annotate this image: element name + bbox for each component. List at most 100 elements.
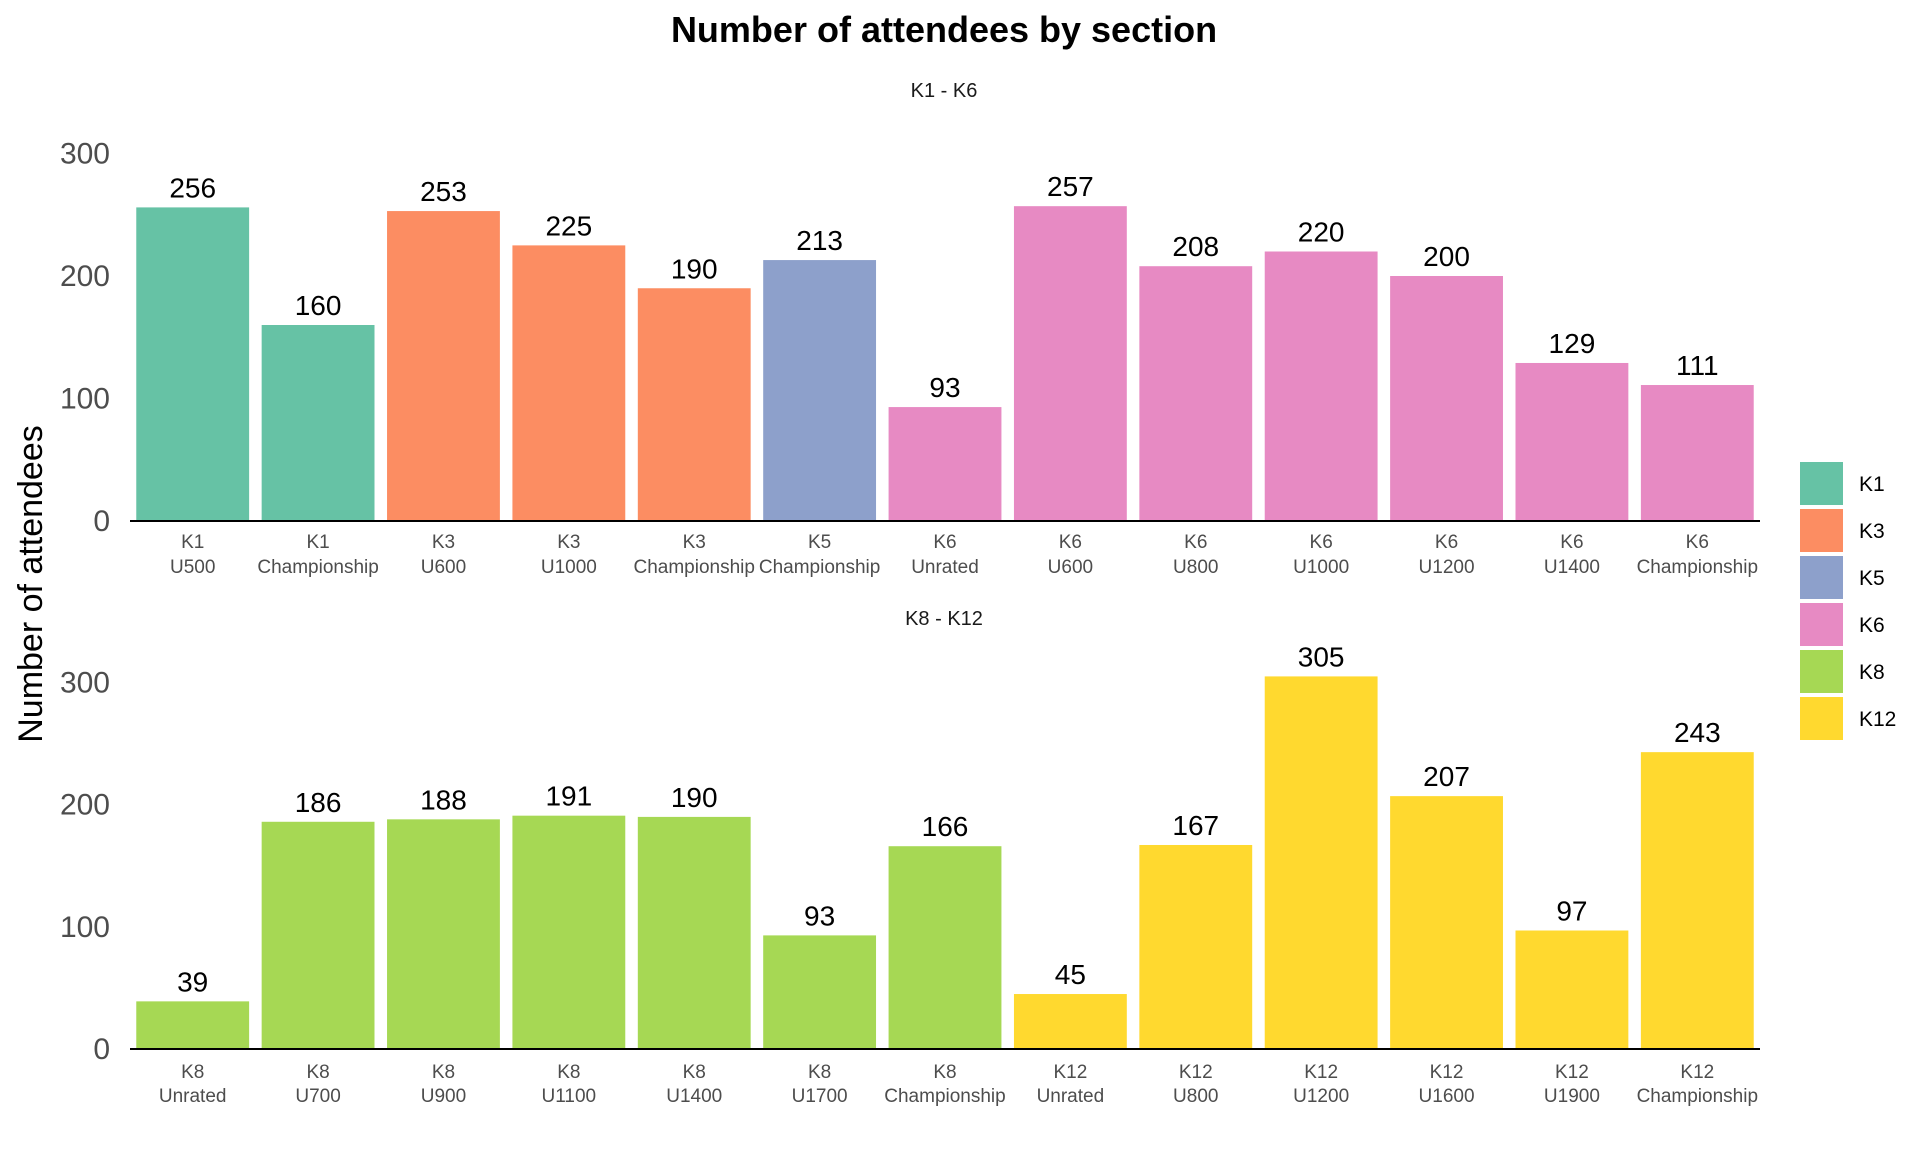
legend-key-k8 [1800, 650, 1843, 693]
legend-key-k5 [1800, 556, 1843, 599]
x-tick-label-section: U600 [1048, 557, 1093, 578]
x-tick-label-section: Championship [257, 557, 378, 578]
bar-k8-u1100 [512, 815, 626, 1049]
x-tick-label-section: Unrated [159, 1086, 227, 1107]
legend-key-k1 [1800, 462, 1843, 505]
x-tick-label-section: U1000 [1293, 557, 1349, 578]
bar-k12-championship [1640, 752, 1754, 1049]
bar-data-label: 208 [1172, 231, 1219, 262]
y-axis-label: Number of attendees [12, 425, 50, 743]
bar-data-label: 93 [804, 900, 835, 931]
x-tick-label-section: U1900 [1544, 1086, 1600, 1107]
bar-k6-u1400 [1515, 362, 1629, 522]
bar-data-label: 93 [929, 372, 960, 403]
bar-data-label: 213 [796, 225, 843, 256]
x-tick-label-grade: K8 [432, 1062, 455, 1083]
x-tick-label-grade: K6 [1686, 532, 1709, 553]
bar-k6-championship [1640, 385, 1754, 521]
x-tick-label-grade: K8 [933, 1062, 956, 1083]
bar-k6-u800 [1139, 266, 1253, 521]
legend-label: K3 [1859, 520, 1885, 543]
x-tick-label-section: Unrated [911, 557, 979, 578]
x-tick-label-grade: K1 [181, 532, 204, 553]
x-tick-label-section: U800 [1173, 557, 1218, 578]
bar-data-label: 167 [1172, 810, 1219, 841]
x-tick-label-section: U800 [1173, 1086, 1218, 1107]
bar-data-label: 111 [1676, 350, 1719, 381]
bar-data-label: 225 [545, 210, 592, 241]
bar-k5-championship [763, 260, 877, 521]
bar-data-label: 160 [295, 290, 342, 321]
x-tick-label-section: Championship [884, 1086, 1005, 1107]
x-tick-label-section: Championship [1637, 557, 1758, 578]
x-tick-label-grade: K6 [1059, 532, 1082, 553]
x-tick-label-grade: K6 [1560, 532, 1583, 553]
legend-label: K8 [1859, 661, 1885, 684]
legend-label: K6 [1859, 614, 1885, 637]
bar-k12-u1200 [1264, 676, 1378, 1049]
bar-k3-championship [637, 288, 751, 521]
x-tick-label-grade: K6 [1435, 532, 1458, 553]
x-tick-label-grade: K8 [808, 1062, 831, 1083]
bar-data-label: 243 [1674, 717, 1721, 748]
x-tick-label-grade: K3 [557, 532, 580, 553]
x-tick-label-section: Unrated [1037, 1086, 1105, 1107]
legend-label: K5 [1859, 567, 1885, 590]
x-tick-label-section: U1200 [1419, 557, 1475, 578]
bar-k12-u1600 [1390, 796, 1503, 1049]
bar-k12-unrated [1013, 994, 1127, 1049]
y-tick-label: 100 [60, 911, 110, 944]
bar-k8-u1700 [763, 935, 877, 1049]
x-tick-label-section: U1400 [666, 1086, 722, 1107]
x-tick-label-grade: K8 [181, 1062, 204, 1083]
bar-data-label: 191 [545, 781, 592, 812]
legend-key-k12 [1800, 697, 1843, 740]
chart-title: Number of attendees by section [671, 9, 1217, 50]
x-tick-label-grade: K5 [808, 532, 831, 553]
y-tick-label: 100 [60, 383, 110, 416]
bar-k6-u1200 [1390, 276, 1503, 521]
x-tick-label-grade: K12 [1555, 1062, 1589, 1083]
x-tick-label-grade: K6 [1184, 532, 1207, 553]
bar-k12-u1900 [1515, 930, 1629, 1049]
bar-k8-championship [888, 846, 1002, 1049]
panel-subtitle: K8 - K12 [905, 608, 983, 630]
chart-panels: K1 - K6 0 100 200 300 256 K1 U500 160 K1 Champions… [60, 80, 1760, 1107]
x-tick-label-grade: K12 [1053, 1062, 1087, 1083]
bar-data-label: 129 [1549, 328, 1596, 359]
panel-1: K1 - K6 0 100 200 300 256 K1 U500 160 K1 Champions… [60, 80, 1760, 578]
bar-data-label: 188 [420, 784, 467, 815]
legend-label: K12 [1859, 708, 1896, 731]
bar-data-label: 257 [1047, 171, 1094, 202]
legend-key-k3 [1800, 509, 1843, 552]
x-tick-label-grade: K3 [432, 532, 455, 553]
x-tick-label-section: Championship [633, 557, 754, 578]
bar-k3-u1000 [512, 245, 626, 522]
x-tick-label-grade: K8 [557, 1062, 580, 1083]
y-tick-label: 300 [60, 138, 110, 171]
x-tick-label-section: U1200 [1293, 1086, 1349, 1107]
x-tick-label-grade: K6 [1310, 532, 1333, 553]
x-tick-label-grade: K12 [1179, 1062, 1213, 1083]
x-tick-label-grade: K6 [933, 532, 956, 553]
x-tick-label-grade: K12 [1430, 1062, 1464, 1083]
y-tick-label: 0 [93, 505, 110, 538]
bar-data-label: 166 [922, 811, 969, 842]
bar-data-label: 305 [1298, 641, 1345, 672]
x-tick-label-section: Championship [759, 557, 880, 578]
x-tick-label-section: U900 [421, 1086, 466, 1107]
bar-data-label: 207 [1423, 761, 1470, 792]
x-tick-label-section: U1000 [541, 557, 597, 578]
bar-k8-u900 [387, 819, 500, 1049]
bar-k6-u600 [1013, 206, 1127, 522]
bar-data-label: 186 [295, 787, 342, 818]
legend-key-k6 [1800, 603, 1843, 646]
x-tick-label-section: U600 [421, 557, 466, 578]
bar-k3-u600 [387, 211, 500, 521]
bar-data-label: 45 [1055, 959, 1086, 990]
y-tick-label: 200 [60, 260, 110, 293]
x-tick-label-section: U500 [170, 557, 215, 578]
y-tick-label: 200 [60, 789, 110, 822]
y-tick-label: 300 [60, 667, 110, 700]
bar-k6-unrated [888, 407, 1002, 521]
